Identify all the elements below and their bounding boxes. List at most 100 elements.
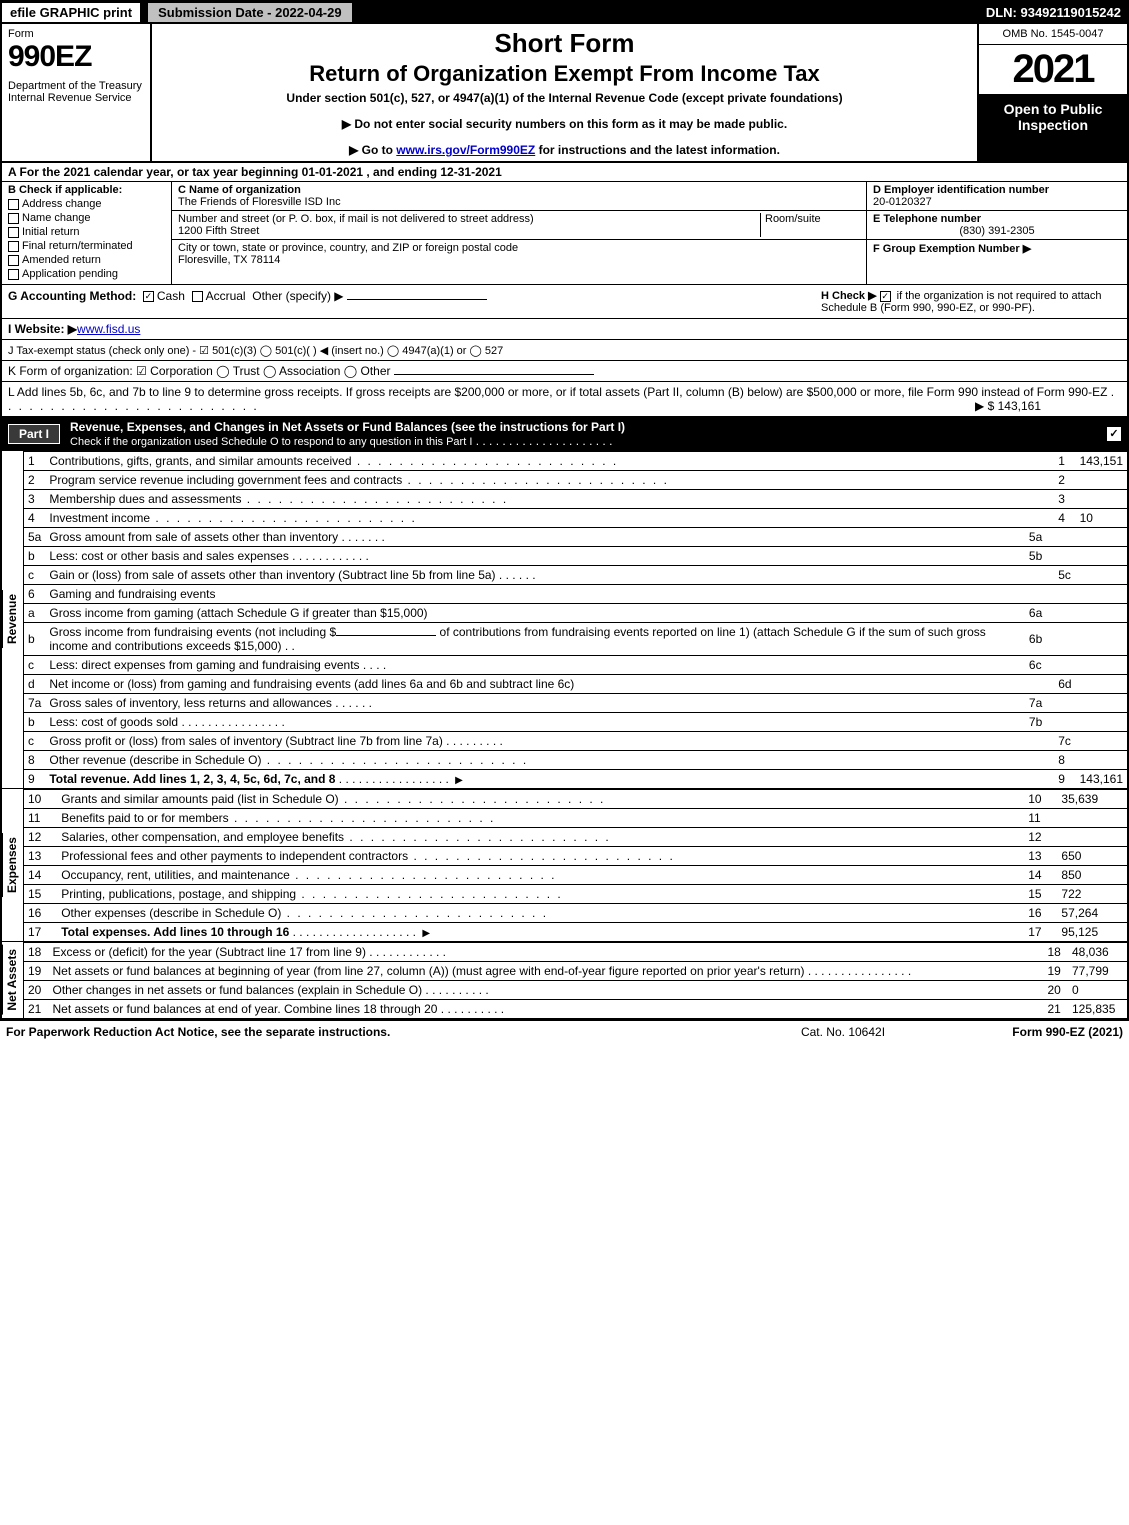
ln-6d: d: [24, 675, 45, 694]
v-4: 10: [1076, 509, 1127, 528]
ln-19: 19: [24, 962, 49, 981]
footer: For Paperwork Reduction Act Notice, see …: [0, 1020, 1129, 1043]
dept: Department of the Treasury Internal Reve…: [8, 80, 144, 104]
nc-6: [1054, 585, 1075, 604]
d-lbl: D Employer identification number: [873, 184, 1049, 196]
form-title: Return of Organization Exempt From Incom…: [160, 61, 969, 87]
nc-20: 20: [1043, 981, 1068, 1000]
website-link[interactable]: www.fisd.us: [77, 322, 140, 336]
revenue-section: Revenue 1Contributions, gifts, grants, a…: [0, 451, 1129, 788]
l-amount: ▶ $ 143,161: [975, 399, 1041, 413]
opt-accrual: Accrual: [206, 289, 246, 303]
sv-7b: [1046, 713, 1054, 732]
v-19: 77,799: [1068, 962, 1127, 981]
chk-name[interactable]: [8, 213, 19, 224]
v-6: [1076, 585, 1127, 604]
chk-address[interactable]: [8, 199, 19, 210]
tax-year: 2021: [979, 45, 1127, 95]
d-19: Net assets or fund balances at beginning…: [53, 964, 805, 978]
org-name: The Friends of Floresville ISD Inc: [178, 196, 341, 208]
s-7a: 7a: [1025, 694, 1046, 713]
ln-7c: c: [24, 732, 45, 751]
d-6b1: Gross income from fundraising events (no…: [49, 625, 336, 639]
v-11: [1057, 809, 1127, 828]
opt-address: Address change: [22, 198, 102, 210]
nc-10: 10: [1024, 790, 1057, 809]
ln-17: 17: [24, 923, 57, 942]
nc-7b: [1054, 713, 1075, 732]
goto-post: for instructions and the latest informat…: [535, 143, 780, 157]
d-13: Professional fees and other payments to …: [61, 849, 408, 863]
nc-9: 9: [1054, 770, 1075, 789]
chk-cash[interactable]: ✓: [143, 291, 154, 302]
nc-6a: [1054, 604, 1075, 623]
part1-check[interactable]: ✓: [1107, 427, 1121, 441]
chk-final[interactable]: [8, 241, 19, 252]
v-15: 722: [1057, 885, 1127, 904]
goto-link[interactable]: www.irs.gov/Form990EZ: [396, 143, 535, 157]
ln-9: 9: [24, 770, 45, 789]
v-7b: [1076, 713, 1127, 732]
dln: DLN: 93492119015242: [978, 3, 1129, 22]
chk-h[interactable]: ✓: [880, 291, 891, 302]
d-15: Printing, publications, postage, and shi…: [61, 887, 296, 901]
chk-amended[interactable]: [8, 255, 19, 266]
d-6c: Less: direct expenses from gaming and fu…: [49, 658, 359, 672]
row-gh: G Accounting Method: ✓Cash Accrual Other…: [0, 285, 1129, 319]
chk-pending[interactable]: [8, 269, 19, 280]
section-b: B Check if applicable: Address change Na…: [2, 182, 172, 284]
nc-8: 8: [1054, 751, 1075, 770]
ln-10: 10: [24, 790, 57, 809]
goto-pre: ▶ Go to: [349, 143, 396, 157]
ln-16: 16: [24, 904, 57, 923]
footer-form: Form 990-EZ (2021): [943, 1025, 1123, 1039]
v-5a: [1076, 528, 1127, 547]
ln-14: 14: [24, 866, 57, 885]
sv-6c: [1046, 656, 1054, 675]
d-4: Investment income: [49, 511, 150, 525]
v-6c: [1076, 656, 1127, 675]
ln-6a: a: [24, 604, 45, 623]
nc-5a: [1054, 528, 1075, 547]
part1-tag: Part I: [8, 424, 60, 444]
s-5b: 5b: [1025, 547, 1046, 566]
nc-12: 12: [1024, 828, 1057, 847]
form-header: Form 990EZ Department of the Treasury In…: [0, 24, 1129, 163]
v-18: 48,036: [1068, 943, 1127, 962]
opt-other: Other (specify) ▶: [252, 289, 343, 303]
d-6a: Gross income from gaming (attach Schedul…: [49, 606, 427, 620]
nc-3: 3: [1054, 490, 1075, 509]
d-14: Occupancy, rent, utilities, and maintena…: [61, 868, 290, 882]
opt-final: Final return/terminated: [22, 240, 133, 252]
nc-7a: [1054, 694, 1075, 713]
chk-accrual[interactable]: [192, 291, 203, 302]
d-7b: Less: cost of goods sold: [49, 715, 178, 729]
h-lbl: H Check ▶: [821, 290, 877, 302]
row-i: I Website: ▶www.fisd.us: [0, 319, 1129, 340]
ln-12: 12: [24, 828, 57, 847]
nc-17: 17: [1024, 923, 1057, 942]
header-left: Form 990EZ Department of the Treasury In…: [2, 24, 152, 161]
netassets-section: Net Assets 18Excess or (deficit) for the…: [0, 941, 1129, 1020]
d-3: Membership dues and assessments: [49, 492, 241, 506]
row-k: K Form of organization: ☑ Corporation ◯ …: [0, 361, 1129, 382]
v-6b: [1076, 623, 1127, 656]
sv-6a: [1046, 604, 1054, 623]
form-code: 990EZ: [8, 40, 144, 74]
d-7c: Gross profit or (loss) from sales of inv…: [49, 734, 442, 748]
d-5c: Gain or (loss) from sale of assets other…: [49, 568, 495, 582]
nc-4: 4: [1054, 509, 1075, 528]
efile-label[interactable]: efile GRAPHIC print: [0, 1, 142, 24]
s-7b: 7b: [1025, 713, 1046, 732]
v-13: 650: [1057, 847, 1127, 866]
section-def: D Employer identification number 20-0120…: [867, 182, 1127, 284]
k-text: K Form of organization: ☑ Corporation ◯ …: [8, 364, 391, 378]
opt-initial: Initial return: [22, 226, 79, 238]
d-18: Excess or (deficit) for the year (Subtra…: [53, 945, 366, 959]
top-bar: efile GRAPHIC print Submission Date - 20…: [0, 0, 1129, 24]
chk-initial[interactable]: [8, 227, 19, 238]
ln-3: 3: [24, 490, 45, 509]
telephone: (830) 391-2305: [873, 225, 1121, 237]
section-c: C Name of organization The Friends of Fl…: [172, 182, 867, 284]
v-6d: [1076, 675, 1127, 694]
